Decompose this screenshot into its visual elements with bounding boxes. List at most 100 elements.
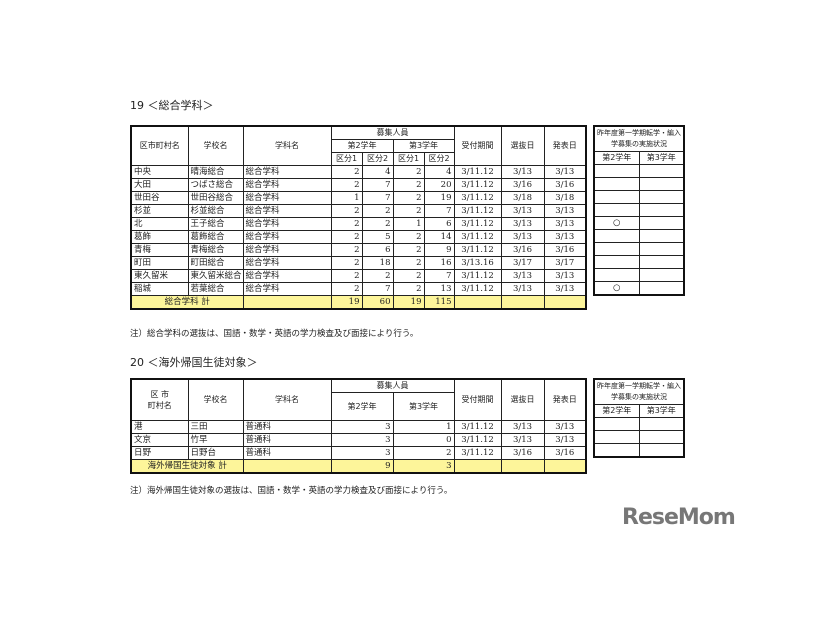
table-cell: 総合学科 <box>242 217 332 231</box>
total-value: 60 <box>361 295 394 310</box>
table-cell <box>593 203 640 217</box>
table-cell: 中央 <box>130 165 189 179</box>
table-cell: 若葉総合 <box>187 282 244 296</box>
side-row <box>593 242 685 256</box>
table-cell: 3/11.12 <box>453 204 502 218</box>
table-cell: 5 <box>361 230 394 244</box>
table-cell: 総合学科 <box>242 191 332 205</box>
table-row: 大田 つばさ総合 総合学科 2 7 2 20 3/11.12 3/16 3/16 <box>130 178 587 192</box>
table-cell: 3/11.12 <box>453 433 502 447</box>
table-cell: 1 <box>392 217 425 231</box>
header-announce: 発表日 <box>543 125 587 166</box>
table-cell: 3/18 <box>543 191 587 205</box>
table-cell: 2 <box>392 282 425 296</box>
table-cell: 2 <box>330 165 363 179</box>
table-cell: 3/16 <box>500 243 545 257</box>
table-cell: 文京 <box>130 433 189 447</box>
table-cell: 3/13 <box>543 204 587 218</box>
table-cell: 7 <box>361 282 394 296</box>
table-cell: 20 <box>423 178 455 192</box>
table-cell: 稲城 <box>130 282 189 296</box>
table-cell: 王子総合 <box>187 217 244 231</box>
header-grade3: 第3学年 <box>392 392 455 421</box>
side-grade2: 第2学年 <box>593 151 640 165</box>
header-grade2: 第2学年 <box>330 139 394 153</box>
table-cell: 2 <box>392 269 425 283</box>
table-cell: 杉並 <box>130 204 189 218</box>
header-recruit: 募集人員 <box>330 125 455 140</box>
table-cell <box>638 281 685 296</box>
table-cell: 4 <box>423 165 455 179</box>
table-cell: 3/11.12 <box>453 446 502 460</box>
table-cell: ○ <box>593 281 640 296</box>
table-cell <box>593 229 640 243</box>
table-cell: 2 <box>392 165 425 179</box>
table-cell: 3 <box>330 433 394 447</box>
table-cell: 普通科 <box>242 446 332 460</box>
side-grade3: 第3学年 <box>638 151 685 165</box>
table-cell: 総合学科 <box>242 282 332 296</box>
total-row: 総合学科 計 19 60 19 115 <box>130 295 587 310</box>
table-cell: 3/13 <box>500 165 545 179</box>
table-cell: 2 <box>392 204 425 218</box>
table-cell: 3/13 <box>500 217 545 231</box>
returnee-table: 区 市 町村名 学校名 学科名 募集人員 受付期間 選抜日 発表日 第2学年 第3学年 港三田… <box>130 378 587 474</box>
table-cell: 3/13 <box>500 269 545 283</box>
total-value: 19 <box>392 295 425 310</box>
table-cell: 18 <box>361 256 394 270</box>
table-cell: 3/11.12 <box>453 420 502 434</box>
table-cell: 3/11.12 <box>453 282 502 296</box>
section20-title: 20 ＜海外帰国生徒対象＞ <box>130 356 258 369</box>
table-cell: 16 <box>423 256 455 270</box>
section19-note: 注）総合学科の選抜は、国語・数学・英語の学力検査及び面接により行う。 <box>130 329 419 339</box>
table-cell: 3/11.12 <box>453 178 502 192</box>
header-school: 学校名 <box>187 125 244 166</box>
table-cell: 3/13 <box>500 433 545 447</box>
table-cell: 3/13 <box>500 204 545 218</box>
table-cell: 3/18 <box>500 191 545 205</box>
table-cell: 総合学科 <box>242 243 332 257</box>
header-k1: 区分1 <box>330 152 363 166</box>
table-cell: 2 <box>392 191 425 205</box>
table-cell: 普通科 <box>242 433 332 447</box>
table-cell <box>593 255 640 269</box>
table-cell: 青梅 <box>130 243 189 257</box>
table-cell: 3 <box>330 446 394 460</box>
header-period: 受付期間 <box>453 378 502 421</box>
table-cell: 北 <box>130 217 189 231</box>
table-row: 港三田 普通科 3 1 3/11.12 3/13 3/13 <box>130 420 587 434</box>
general-course-table: 区市町村名 学校名 学科名 募集人員 受付期間 選抜日 発表日 第2学年 第3学年 区分1 区分… <box>130 125 587 310</box>
table-cell: 7 <box>423 269 455 283</box>
table-cell: 3/17 <box>543 256 587 270</box>
table-cell: 3/16 <box>500 446 545 460</box>
table-cell: 3/13 <box>543 269 587 283</box>
section20-note: 注）海外帰国生徒対象の選抜は、国語・数学・英語の学力検査及び面接により行う。 <box>130 486 453 496</box>
table-cell: 1 <box>392 420 455 434</box>
table-cell <box>593 242 640 256</box>
header-k1: 区分1 <box>392 152 425 166</box>
table-cell <box>593 417 640 431</box>
total-value: 9 <box>330 459 394 474</box>
table-cell: 3/13 <box>500 420 545 434</box>
table-cell: 杉並総合 <box>187 204 244 218</box>
table-row: 杉並 杉並総合 総合学科 2 2 2 7 3/11.12 3/13 3/13 <box>130 204 587 218</box>
table-cell: ○ <box>593 216 640 230</box>
table-cell <box>593 430 640 444</box>
table-cell <box>638 255 685 269</box>
table-cell: 2 <box>330 204 363 218</box>
table-cell <box>638 417 685 431</box>
side-row <box>593 255 685 269</box>
table-cell: 3/13.16 <box>453 256 502 270</box>
side-grade2: 第2学年 <box>593 404 640 418</box>
side-grade3: 第3学年 <box>638 404 685 418</box>
table-cell <box>593 177 640 191</box>
side-row <box>593 268 685 282</box>
table-cell: 2 <box>392 446 455 460</box>
table-cell: 葛飾 <box>130 230 189 244</box>
side-row <box>593 417 685 431</box>
header-grade2: 第2学年 <box>330 392 394 421</box>
table-cell: 9 <box>423 243 455 257</box>
side-row <box>593 164 685 178</box>
table-cell <box>638 177 685 191</box>
